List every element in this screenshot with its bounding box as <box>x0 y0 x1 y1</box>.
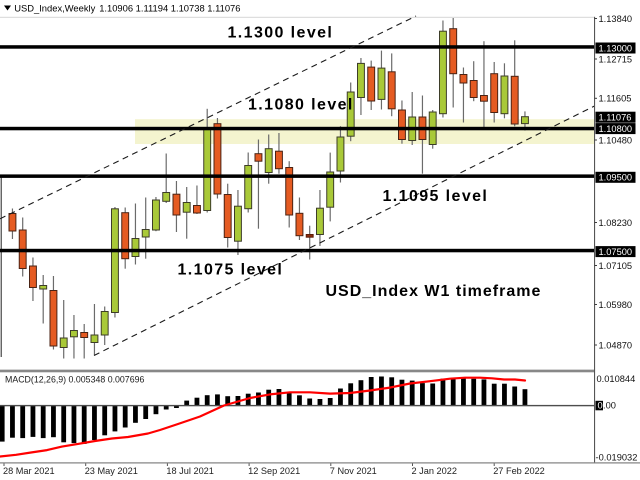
svg-text:USD_Index W1 timeframe: USD_Index W1 timeframe <box>326 283 542 300</box>
svg-text:28 Mar 2021: 28 Mar 2021 <box>3 466 55 476</box>
svg-text:1.10906 1.11194 1.10738 1.1107: 1.10906 1.11194 1.10738 1.11076 <box>99 3 240 14</box>
svg-text:18 Jul 2021: 18 Jul 2021 <box>166 466 214 476</box>
svg-text:1.07105: 1.07105 <box>599 261 633 271</box>
svg-text:1.1075 level: 1.1075 level <box>178 262 284 279</box>
svg-text:1.13840: 1.13840 <box>599 14 633 24</box>
svg-text:1.13000: 1.13000 <box>599 43 633 53</box>
svg-text:1.11605: 1.11605 <box>599 94 632 104</box>
svg-text:.00: .00 <box>603 401 616 411</box>
svg-text:1.10480: 1.10480 <box>599 135 633 145</box>
svg-text:2 Jan 2022: 2 Jan 2022 <box>412 466 457 476</box>
svg-text:1.11076: 1.11076 <box>599 113 632 123</box>
svg-text:12 Sep 2021: 12 Sep 2021 <box>248 466 300 476</box>
svg-text:1.12715: 1.12715 <box>599 54 633 64</box>
svg-text:23 May 2021: 23 May 2021 <box>85 466 138 476</box>
svg-text:1.08230: 1.08230 <box>599 218 633 228</box>
svg-text:1.07500: 1.07500 <box>599 247 633 257</box>
svg-text:0: 0 <box>598 401 603 411</box>
svg-text:7 Nov 2021: 7 Nov 2021 <box>330 466 377 476</box>
svg-text:1.05980: 1.05980 <box>599 300 633 310</box>
svg-text:MACD(12,26,9) 0.005348 0.00769: MACD(12,26,9) 0.005348 0.007696 <box>5 374 144 384</box>
svg-text:1.1095 level: 1.1095 level <box>383 188 489 205</box>
svg-text:27 Feb 2022: 27 Feb 2022 <box>493 466 545 476</box>
svg-text:USD_Index,Weekly: USD_Index,Weekly <box>14 3 95 14</box>
svg-text:0.010844: 0.010844 <box>597 374 636 384</box>
svg-text:-0.019032: -0.019032 <box>596 452 638 462</box>
svg-text:1.1300 level: 1.1300 level <box>228 25 334 42</box>
svg-text:1.10800: 1.10800 <box>599 124 633 134</box>
svg-text:1.1080 level: 1.1080 level <box>248 97 354 114</box>
svg-text:1.04870: 1.04870 <box>599 340 633 350</box>
svg-text:1.09500: 1.09500 <box>599 173 633 183</box>
